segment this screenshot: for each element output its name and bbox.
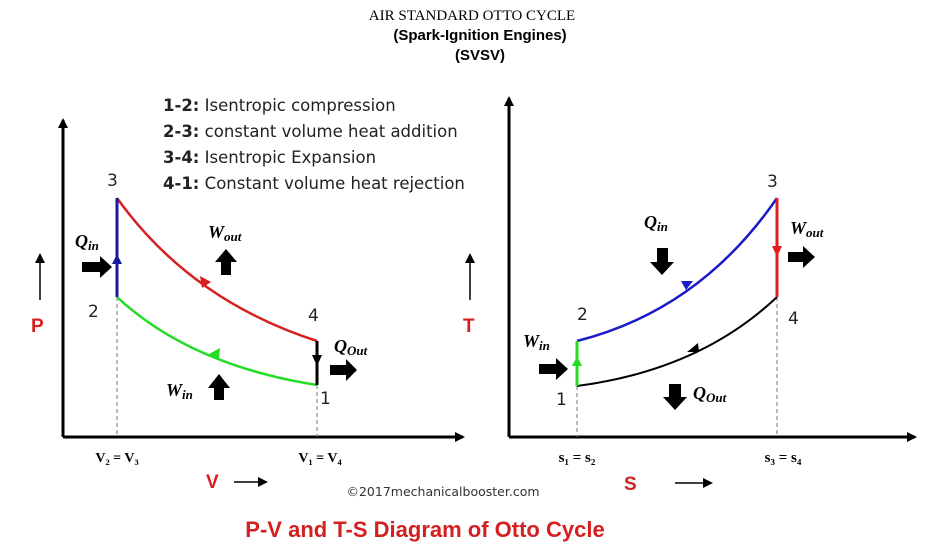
pv-point-4: 4	[308, 306, 319, 326]
ts-point-4: 4	[788, 309, 799, 329]
ts-diagram: 2 1 3 4 Qin Wout Win QOut s₁ = s₂ s₃ = s…	[463, 96, 917, 495]
ts-qin-arrow-icon	[650, 248, 674, 275]
ts-direction-arrow	[772, 246, 782, 257]
pv-tick-v1-v4: V₁ = V₄	[298, 451, 342, 466]
header-code: (SVSV)	[455, 47, 505, 64]
copyright-text: ©2017mechanicalbooster.com	[346, 484, 539, 499]
ts-heat-addition-curve	[576, 197, 779, 343]
ts-point-1: 1	[556, 390, 567, 410]
pv-diagram: 3 2 4 1 Qin Wout QOut Win V₂ = V₃ V₁ = V…	[31, 118, 465, 493]
pv-expansion-curve	[115, 197, 318, 343]
pv-qout-arrow-icon	[330, 359, 357, 381]
pv-wout-arrow-icon	[215, 249, 237, 275]
legend-item: 1-2: Isentropic compression	[163, 96, 396, 115]
diagram-caption: P-V and T-S Diagram of Otto Cycle	[245, 517, 604, 542]
ts-tick-s1-s2: s₁ = s₂	[559, 450, 596, 466]
ts-win-label: Win	[523, 331, 550, 353]
ts-wout-arrow-icon	[788, 246, 815, 268]
ts-wout-label: Wout	[790, 218, 824, 240]
pv-direction-arrow	[312, 355, 322, 366]
pv-direction-arrow	[112, 254, 122, 264]
ts-x-label: S	[624, 474, 637, 495]
pv-qin-arrow-icon	[82, 256, 112, 278]
ts-qin-label: Qin	[644, 212, 668, 234]
ts-point-3: 3	[767, 172, 778, 192]
pv-compression-curve	[116, 296, 318, 387]
process-legend: 1-2: Isentropic compression 2-3: constan…	[163, 96, 465, 193]
ts-qout-label: QOut	[693, 383, 727, 405]
ts-qout-arrow-icon	[663, 384, 687, 410]
ts-direction-arrow	[687, 343, 699, 352]
ts-heat-rejection-curve	[576, 296, 778, 387]
pv-qout-label: QOut	[334, 336, 368, 358]
header-title: AIR STANDARD OTTO CYCLE	[369, 8, 575, 24]
pv-point-2: 2	[88, 302, 99, 322]
ts-win-arrow-icon	[539, 358, 568, 380]
legend-item: 4-1: Constant volume heat rejection	[163, 174, 465, 193]
legend-item: 3-4: Isentropic Expansion	[163, 148, 376, 167]
pv-point-3: 3	[107, 171, 118, 191]
pv-point-1: 1	[320, 389, 331, 409]
ts-point-2: 2	[577, 305, 588, 325]
pv-win-label: Win	[166, 380, 193, 402]
pv-direction-arrow	[209, 348, 220, 359]
ts-y-label: T	[463, 316, 475, 337]
pv-wout-label: Wout	[208, 222, 242, 244]
header-subtitle: (Spark-Ignition Engines)	[393, 27, 566, 44]
legend-item: 2-3: constant volume heat addition	[163, 122, 458, 141]
pv-direction-arrow	[200, 276, 211, 288]
pv-win-arrow-icon	[208, 374, 230, 400]
pv-x-label: V	[206, 472, 219, 493]
pv-y-label: P	[31, 316, 44, 337]
ts-direction-arrow	[681, 281, 693, 290]
pv-qin-label: Qin	[75, 231, 99, 253]
ts-direction-arrow	[572, 356, 582, 366]
pv-tick-v2-v3: V₂ = V₃	[95, 451, 138, 466]
ts-tick-s3-s4: s₃ = s₄	[765, 450, 802, 466]
